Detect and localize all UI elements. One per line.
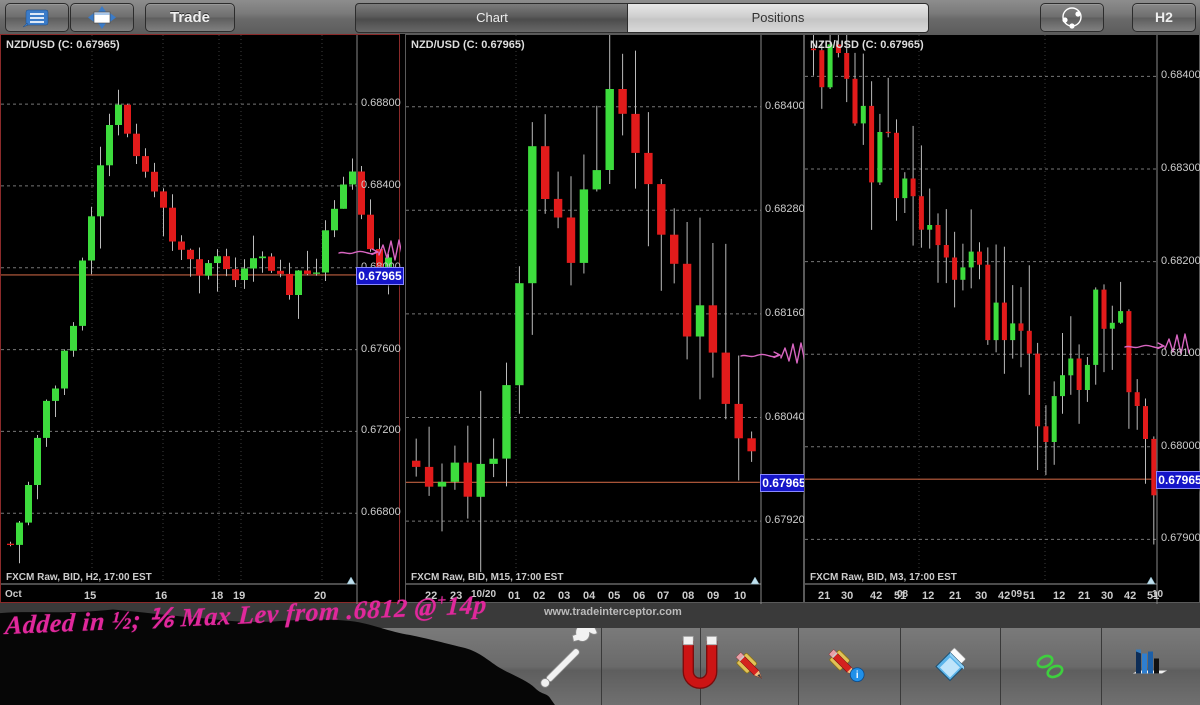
svg-text:i: i: [856, 670, 859, 681]
